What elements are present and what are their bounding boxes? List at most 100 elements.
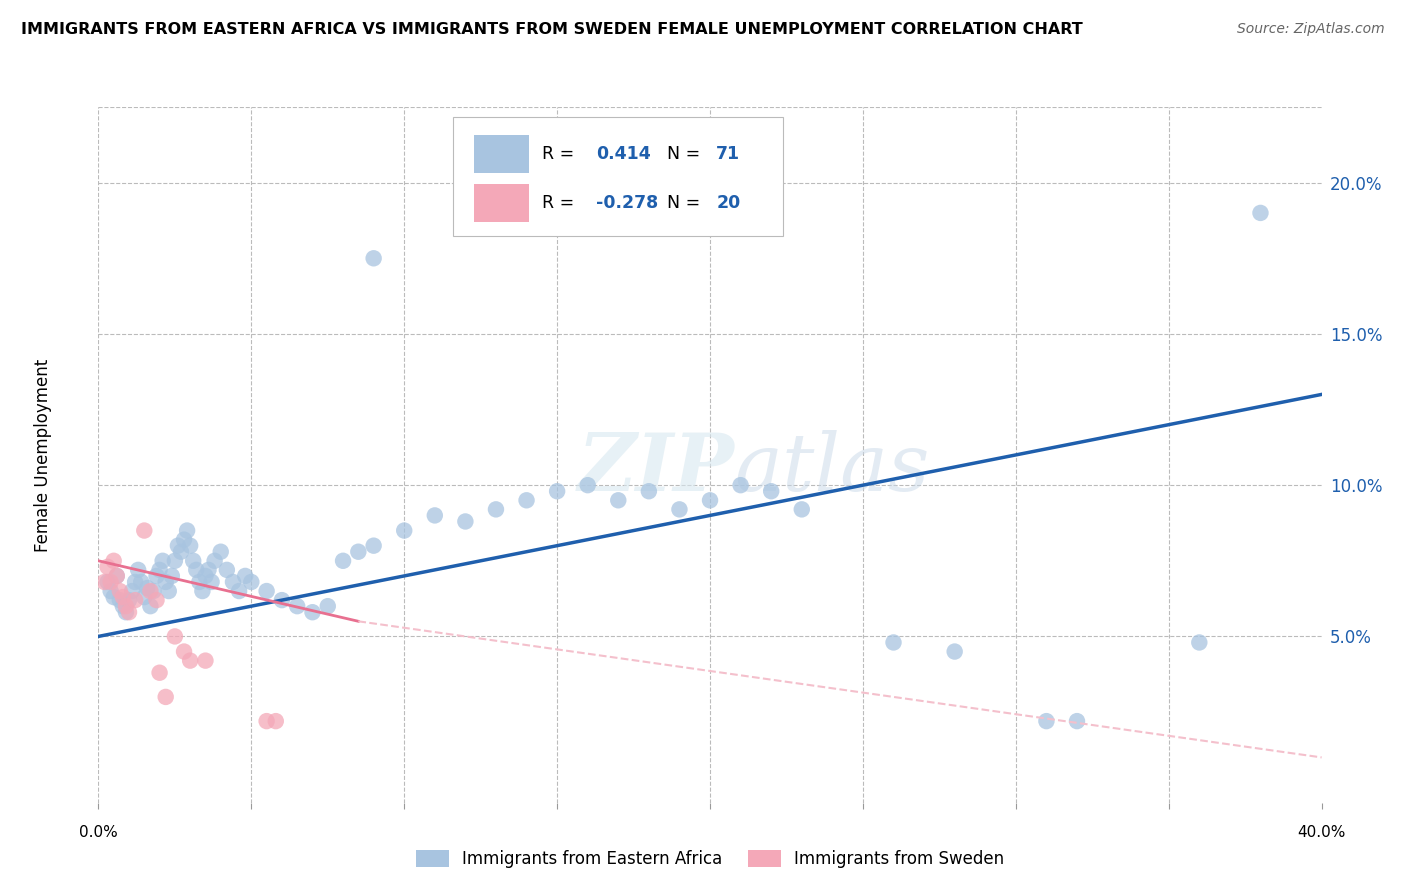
Point bbox=[129, 574, 152, 589]
Point bbox=[194, 569, 217, 583]
Point bbox=[347, 545, 370, 559]
Point bbox=[668, 502, 690, 516]
Point bbox=[576, 478, 599, 492]
Point bbox=[127, 563, 149, 577]
Point bbox=[316, 599, 339, 614]
Point bbox=[152, 554, 174, 568]
Text: R =: R = bbox=[543, 145, 575, 163]
Point bbox=[145, 593, 167, 607]
Point bbox=[108, 593, 131, 607]
Point bbox=[93, 574, 115, 589]
Point bbox=[637, 484, 661, 499]
Point bbox=[301, 605, 323, 619]
Point bbox=[155, 574, 177, 589]
Text: N =: N = bbox=[668, 145, 700, 163]
Text: 0.414: 0.414 bbox=[596, 145, 651, 163]
Point bbox=[209, 545, 232, 559]
Point bbox=[256, 584, 278, 599]
Point bbox=[134, 524, 156, 538]
Point bbox=[124, 593, 146, 607]
Point bbox=[103, 590, 125, 604]
Point bbox=[163, 554, 186, 568]
Legend: Immigrants from Eastern Africa, Immigrants from Sweden: Immigrants from Eastern Africa, Immigran… bbox=[409, 843, 1011, 874]
Point bbox=[228, 584, 250, 599]
Point bbox=[270, 593, 292, 607]
Text: Source: ZipAtlas.com: Source: ZipAtlas.com bbox=[1237, 22, 1385, 37]
Point bbox=[100, 574, 122, 589]
Text: atlas: atlas bbox=[734, 430, 929, 508]
Point bbox=[103, 554, 125, 568]
Point bbox=[170, 545, 193, 559]
Point bbox=[139, 599, 162, 614]
Text: 40.0%: 40.0% bbox=[1298, 825, 1346, 840]
Point bbox=[181, 554, 204, 568]
Point bbox=[97, 574, 120, 589]
Point bbox=[160, 569, 183, 583]
Point bbox=[179, 539, 201, 553]
Text: 0.0%: 0.0% bbox=[79, 825, 118, 840]
Point bbox=[136, 581, 159, 595]
Point bbox=[139, 584, 162, 599]
Point bbox=[1249, 206, 1271, 220]
Point bbox=[546, 484, 568, 499]
Point bbox=[111, 599, 134, 614]
Point bbox=[392, 524, 416, 538]
Point bbox=[454, 515, 477, 529]
Point bbox=[285, 599, 308, 614]
Point bbox=[134, 590, 156, 604]
Point bbox=[222, 574, 245, 589]
Point bbox=[108, 584, 131, 599]
Point bbox=[100, 584, 122, 599]
Point bbox=[97, 559, 120, 574]
Point bbox=[363, 252, 385, 266]
Point bbox=[118, 605, 141, 619]
Point bbox=[1066, 714, 1088, 728]
Text: -0.278: -0.278 bbox=[596, 194, 658, 212]
Point bbox=[188, 574, 211, 589]
Point bbox=[115, 599, 138, 614]
Point bbox=[149, 563, 172, 577]
Point bbox=[105, 569, 128, 583]
Point bbox=[179, 654, 201, 668]
Point bbox=[197, 563, 219, 577]
Point bbox=[145, 569, 167, 583]
Text: N =: N = bbox=[668, 194, 700, 212]
Point bbox=[200, 574, 222, 589]
Point bbox=[118, 593, 141, 607]
Point bbox=[173, 533, 195, 547]
Point bbox=[730, 478, 752, 492]
Point bbox=[215, 563, 238, 577]
Bar bbox=[474, 184, 529, 222]
Text: R =: R = bbox=[543, 194, 575, 212]
Point bbox=[155, 690, 177, 704]
Text: Female Unemployment: Female Unemployment bbox=[34, 359, 52, 551]
Point bbox=[485, 502, 508, 516]
Point bbox=[423, 508, 446, 523]
Bar bbox=[474, 135, 529, 173]
Point bbox=[1188, 635, 1211, 649]
Point bbox=[607, 493, 630, 508]
Point bbox=[111, 590, 134, 604]
Point bbox=[186, 563, 208, 577]
FancyBboxPatch shape bbox=[453, 118, 783, 235]
Point bbox=[240, 574, 263, 589]
Point bbox=[121, 584, 143, 599]
Point bbox=[699, 493, 721, 508]
Point bbox=[191, 584, 214, 599]
Point bbox=[173, 644, 195, 658]
Point bbox=[332, 554, 354, 568]
Point bbox=[943, 644, 966, 658]
Point bbox=[1035, 714, 1057, 728]
Point bbox=[363, 539, 385, 553]
Point bbox=[105, 569, 128, 583]
Text: 20: 20 bbox=[716, 194, 741, 212]
Point bbox=[256, 714, 278, 728]
Point bbox=[194, 654, 217, 668]
Point bbox=[163, 629, 186, 643]
Point bbox=[204, 554, 226, 568]
Point bbox=[883, 635, 905, 649]
Point bbox=[516, 493, 538, 508]
Point bbox=[176, 524, 198, 538]
Point bbox=[759, 484, 782, 499]
Text: IMMIGRANTS FROM EASTERN AFRICA VS IMMIGRANTS FROM SWEDEN FEMALE UNEMPLOYMENT COR: IMMIGRANTS FROM EASTERN AFRICA VS IMMIGR… bbox=[21, 22, 1083, 37]
